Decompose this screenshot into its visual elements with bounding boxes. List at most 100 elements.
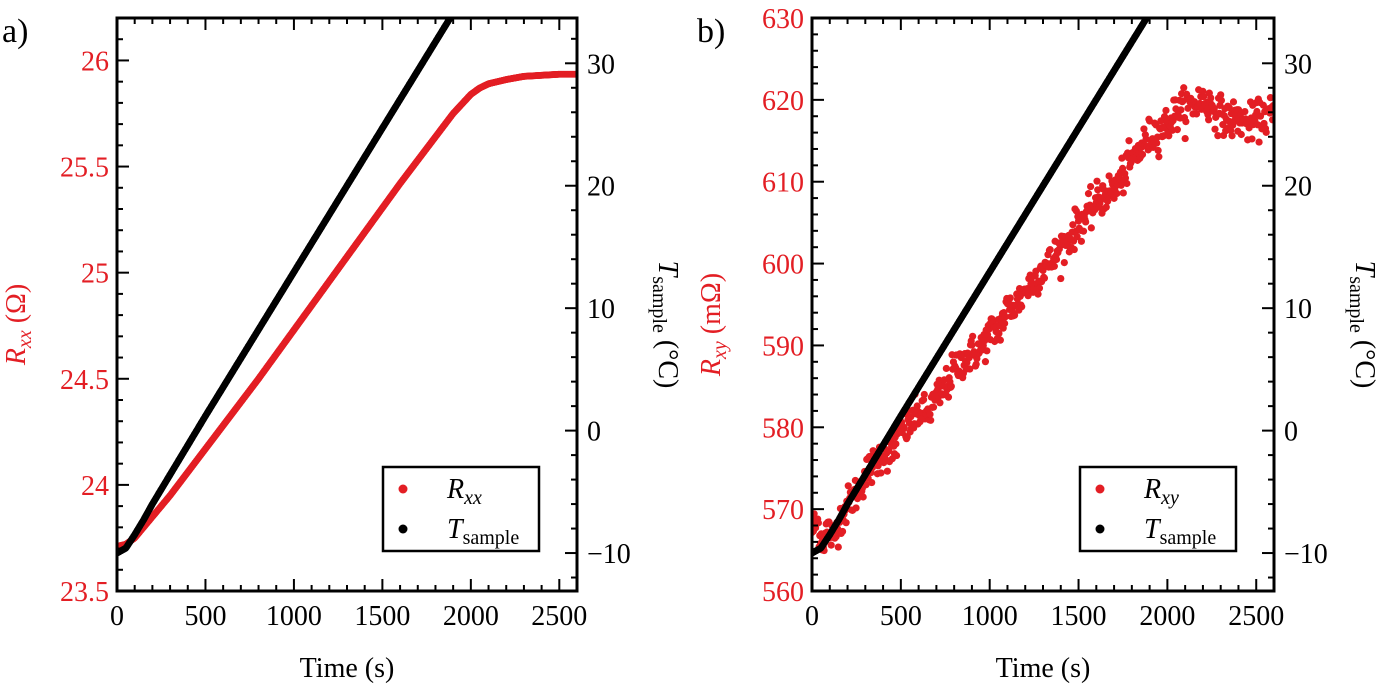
data-point [1207,94,1215,102]
data-point [1046,246,1054,254]
data-point [1162,106,1170,115]
x-tick-label: 1000 [266,601,322,632]
data-point [1147,8,1154,15]
data-point [455,2,462,9]
data-point [1200,93,1208,101]
y-right-tick-label: 10 [587,294,615,325]
data-point [1214,132,1222,140]
series-r-xy [812,84,1274,555]
data-point [1149,5,1156,12]
data-point [966,365,974,373]
data-point [972,360,980,368]
data-point [1151,2,1158,9]
data-point [1173,126,1181,134]
data-point [983,347,991,355]
data-point [1087,182,1095,191]
data-point [1018,303,1026,311]
legend-entry: Rxy [1143,474,1179,509]
data-point [460,0,467,1]
data-point [827,541,835,549]
data-point [457,0,464,5]
data-point [1152,1,1159,8]
data-point [1228,132,1236,140]
y-left-tick-label: 560 [762,577,804,608]
data-point [1154,0,1161,4]
y-left-tick-label: 600 [762,250,804,281]
x-tick-label: 2000 [1139,601,1195,632]
data-point [1148,7,1155,14]
legend-marker [1095,484,1105,494]
x-tick-label: 1500 [1051,601,1107,632]
data-point [1102,203,1110,211]
x-tick-label: 500 [880,601,922,632]
legend-marker [1095,524,1105,534]
data-point [1151,2,1158,9]
data-point [1259,101,1267,109]
y-left-tick-label: 26 [81,46,109,77]
data-point [1180,84,1188,92]
data-point [1152,0,1159,7]
panel-label: a) [2,13,28,50]
y-left-tick-label: 630 [762,4,804,35]
y-right-tick-label: 20 [1284,172,1312,203]
data-point [1256,112,1265,120]
y-right-axis-label: Tsample (°C) [1345,261,1380,389]
y-left-tick-label: 24 [81,471,109,502]
data-point [1093,177,1101,185]
data-point [454,2,461,9]
data-point [1073,233,1081,241]
data-point [1072,207,1081,215]
data-point [1140,125,1148,133]
data-point [1079,227,1088,235]
data-point [1077,237,1085,245]
data-point [456,0,463,6]
y-right-tick-label: 0 [1284,417,1298,448]
data-point [1094,186,1102,194]
data-point [1121,174,1130,182]
data-point [981,358,990,366]
series-t-sample [117,0,467,557]
data-point [1087,224,1095,232]
data-point [1165,132,1173,140]
data-point [942,364,950,373]
data-point [1155,0,1162,3]
data-point [892,440,900,448]
data-point [868,478,876,487]
data-point [1069,221,1077,229]
data-point [877,469,885,477]
data-point [1248,135,1256,143]
chart-panel-1: 0 500 1000 1500 2000 2500 23.5 24 24.5 25 25.5 26 −1… [1,0,683,684]
data-point [1117,181,1125,189]
data-point [834,543,842,551]
data-point [1156,0,1163,1]
data-point [1052,255,1061,264]
data-point [1034,290,1042,298]
legend: Rxy Tsample [1078,465,1238,553]
data-point [1150,3,1157,10]
x-tick-label: 2500 [1228,601,1284,632]
data-point [1149,6,1156,13]
data-point [1119,189,1127,197]
data-point [451,8,458,15]
data-point [455,1,462,8]
x-tick-label: 2000 [443,601,499,632]
data-point [1217,91,1225,99]
data-point [936,399,944,407]
legend-box [381,465,541,553]
data-point [1050,262,1058,270]
y-left-tick-label: 590 [762,331,804,362]
data-point [1225,104,1233,112]
y-left-tick-label: 25.5 [60,153,109,184]
x-tick-label: 0 [110,601,124,632]
data-point [944,393,953,401]
y-left-tick-label: 570 [762,495,804,526]
data-point [968,341,976,349]
y-right-tick-label: −10 [1284,539,1328,570]
legend: Rxx Tsample [381,465,541,553]
x-tick-label: 500 [184,601,226,632]
legend-marker [398,484,408,494]
legend-marker [398,524,408,534]
data-point [1146,10,1153,17]
data-point [1237,130,1245,139]
data-point [1001,319,1009,327]
